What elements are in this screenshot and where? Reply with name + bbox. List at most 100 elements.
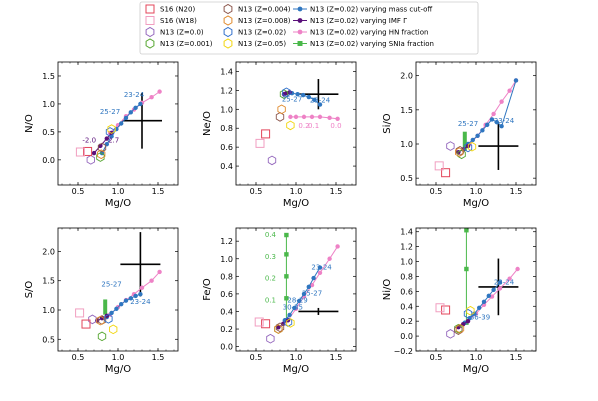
annotation: 23-24 — [494, 279, 515, 287]
y-tick-label: 1.0 — [42, 100, 55, 109]
mass-point — [499, 124, 504, 129]
mass-point — [128, 296, 133, 301]
hn-point — [327, 256, 332, 261]
mass-point — [297, 298, 302, 304]
x-tick-label: 0.5 — [430, 187, 443, 196]
y-axis-label: Si/O — [382, 113, 393, 133]
mass-point — [494, 119, 499, 125]
x-tick-label: 1.0 — [470, 353, 483, 362]
mass-point — [287, 312, 292, 318]
legend-label: S16 (N20) — [160, 6, 195, 14]
x-tick-label: 1.0 — [112, 187, 125, 196]
mass-point — [119, 121, 124, 126]
hn-point — [149, 95, 154, 100]
y-tick-label: 0.0 — [400, 332, 413, 341]
annotation: -2.7 — [106, 137, 120, 145]
plot-area — [435, 228, 520, 339]
legend-item-1: S16 (W18) — [145, 16, 197, 25]
y-tick-label: 0.0 — [42, 156, 55, 165]
mass-point — [485, 122, 490, 128]
hexagon-z001 — [454, 323, 463, 334]
annotation: 25-27 — [282, 96, 302, 104]
y-tick-label: 0.5 — [42, 128, 55, 137]
mass-point — [133, 293, 138, 299]
legend-label: N13 (Z=0.05) — [238, 40, 286, 48]
y-axis-label: N/O — [24, 114, 35, 133]
legend-marker-dot — [297, 18, 303, 23]
legend-item-5: N13 (Z=0.008) — [223, 15, 291, 26]
legend-item-11: N13 (Z=0.02) varying SNIa fraction — [293, 40, 434, 48]
x-axis-label: Mg/O — [463, 198, 489, 209]
mass-point — [119, 301, 124, 307]
hn-point — [499, 99, 504, 104]
hn-point — [293, 114, 299, 120]
legend-label: S16 (W18) — [160, 17, 197, 25]
hexagon-z0 — [88, 314, 97, 325]
x-tick-label: 0.5 — [72, 187, 85, 196]
mass-point — [306, 94, 311, 100]
imf-point — [104, 136, 110, 141]
s16-w18-square — [434, 161, 444, 171]
legend-marker-square — [145, 4, 155, 14]
s16-w18-square — [75, 147, 85, 157]
s16-n20-square — [83, 146, 93, 156]
snia-point — [284, 274, 289, 279]
mass-point — [470, 137, 475, 143]
panel-4: 0.5 1.0 1.5 0.5 1.0 1.5 2.0 Mg/O S/O 23-24 25-27 — [24, 227, 179, 375]
mass-point — [312, 97, 317, 103]
annotation: 0.0 — [330, 122, 341, 130]
y-tick-label: 0.4 — [220, 307, 233, 316]
legend-marker-hexagon — [223, 15, 233, 26]
hexagon-z0 — [446, 329, 455, 339]
legend-item-3: N13 (Z=0.001) — [145, 38, 213, 49]
plot-area — [75, 232, 162, 342]
x-tick-label: 0.5 — [430, 353, 443, 362]
y-tick-label: 0.6 — [220, 143, 233, 152]
x-axis-label: Mg/O — [283, 364, 309, 375]
y-tick-label: −0.2 — [394, 347, 413, 356]
hn-point — [491, 111, 496, 117]
mass-point — [317, 265, 323, 270]
imf-point — [276, 325, 281, 330]
y-tick-label: 0.2 — [220, 325, 233, 334]
y-tick-label: 0.4 — [400, 302, 413, 311]
hn-point — [317, 270, 323, 276]
y-axis-label: Fe/O — [202, 278, 213, 301]
hn-point — [327, 115, 332, 121]
hexagon-z008 — [277, 104, 286, 115]
panel-5: 0.5 1.0 1.5 0.0 0.2 0.4 0.6 0.8 1.0 1.2 Mg/O Fe/O 23… — [202, 227, 357, 375]
x-tick-label: 1.5 — [510, 353, 523, 362]
axes-frame — [415, 227, 537, 352]
legend-marker-hexagon — [223, 26, 233, 38]
annotation: 0.1 — [308, 122, 319, 130]
y-tick-label: 0.8 — [400, 272, 413, 281]
s16-n20-square — [261, 319, 271, 329]
imf-point — [287, 90, 292, 95]
mass-point — [480, 128, 485, 133]
legend-item-7: N13 (Z=0.05) — [223, 38, 286, 49]
annotation: 23-24 — [124, 91, 145, 99]
hexagon-z0 — [267, 155, 277, 166]
mass-point — [475, 133, 480, 138]
annotation: 36-39 — [470, 314, 490, 322]
mass-point — [497, 280, 503, 285]
legend-marker-hexagon — [145, 38, 155, 49]
hn-point — [335, 116, 340, 121]
s16-w18-square — [255, 138, 265, 148]
plot-area — [75, 89, 162, 165]
hexagon-z0 — [266, 333, 275, 344]
hexagon-z05 — [109, 324, 118, 335]
mass-point — [114, 306, 119, 312]
hn-point — [288, 114, 293, 120]
mass-point — [123, 298, 129, 303]
annotation: -2.0 — [82, 137, 96, 145]
y-tick-label: 0.6 — [400, 287, 413, 296]
hexagon-z0 — [86, 155, 95, 165]
s16-n20-square — [441, 305, 451, 315]
y-tick-label: 0.0 — [220, 343, 233, 352]
mass-point — [301, 92, 306, 98]
s16-w18-square — [435, 303, 445, 313]
legend-item-10: N13 (Z=0.02) varying HN fraction — [293, 29, 428, 37]
hexagon-z008 — [96, 315, 105, 326]
